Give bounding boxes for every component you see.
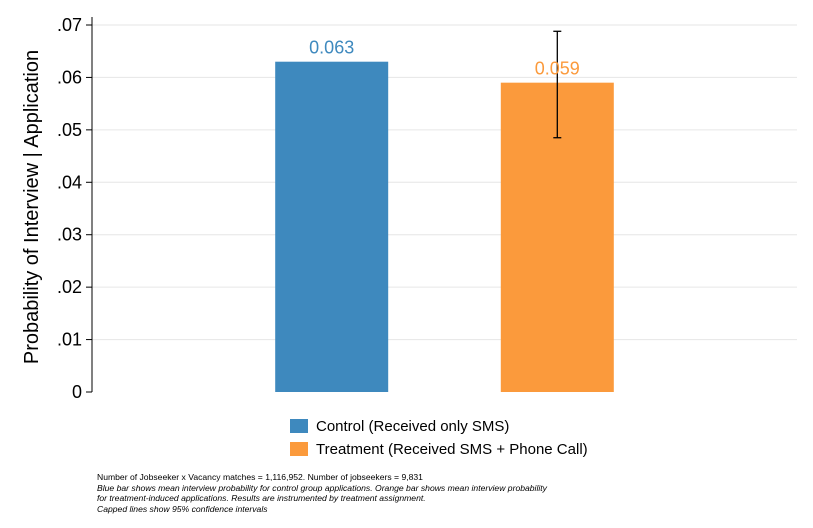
data-labels: 0.063 0.059 — [309, 38, 580, 79]
y-tick-label: 0 — [72, 382, 82, 402]
legend-swatch — [290, 419, 308, 433]
y-tick-label: .04 — [57, 172, 82, 192]
error-bars — [553, 30, 562, 139]
note-description-cont: for treatment-induced applications. Resu… — [97, 493, 426, 503]
y-tick-label: .02 — [57, 277, 82, 297]
note-sample-size: Number of Jobseeker x Vacancy matches = … — [97, 472, 423, 482]
y-tick-label: .03 — [57, 225, 82, 245]
y-tick-label: .06 — [57, 67, 82, 87]
legend-label: Control (Received only SMS) — [316, 418, 509, 435]
y-tick-label: .01 — [57, 330, 82, 350]
bars — [275, 61, 614, 393]
bar-chart: 0.063 0.059 0 .01 .02 .03 .04 .05 .06 .07 Probab… — [21, 15, 797, 458]
legend-swatch — [290, 442, 308, 456]
y-axis: 0 .01 .02 .03 .04 .05 .06 .07 — [57, 15, 93, 402]
bar — [275, 61, 389, 392]
note-confidence-intervals: Capped lines show 95% confidence interva… — [97, 503, 268, 514]
y-tick-label: .07 — [57, 15, 82, 35]
legend: Control (Received only SMS) Treatment (Re… — [290, 418, 588, 458]
note-description: Blue bar shows mean interview probabilit… — [97, 482, 547, 493]
y-tick-label: .05 — [57, 120, 82, 140]
bar-value-label: 0.059 — [535, 59, 580, 79]
gridlines — [92, 24, 797, 341]
y-axis-label: Probability of Interview | Application — [21, 50, 43, 364]
bar-value-label: 0.063 — [309, 38, 354, 58]
legend-label: Treatment (Received SMS + Phone Call) — [316, 441, 588, 458]
chart-notes: Number of Jobseeker x Vacancy matches = … — [97, 472, 797, 514]
